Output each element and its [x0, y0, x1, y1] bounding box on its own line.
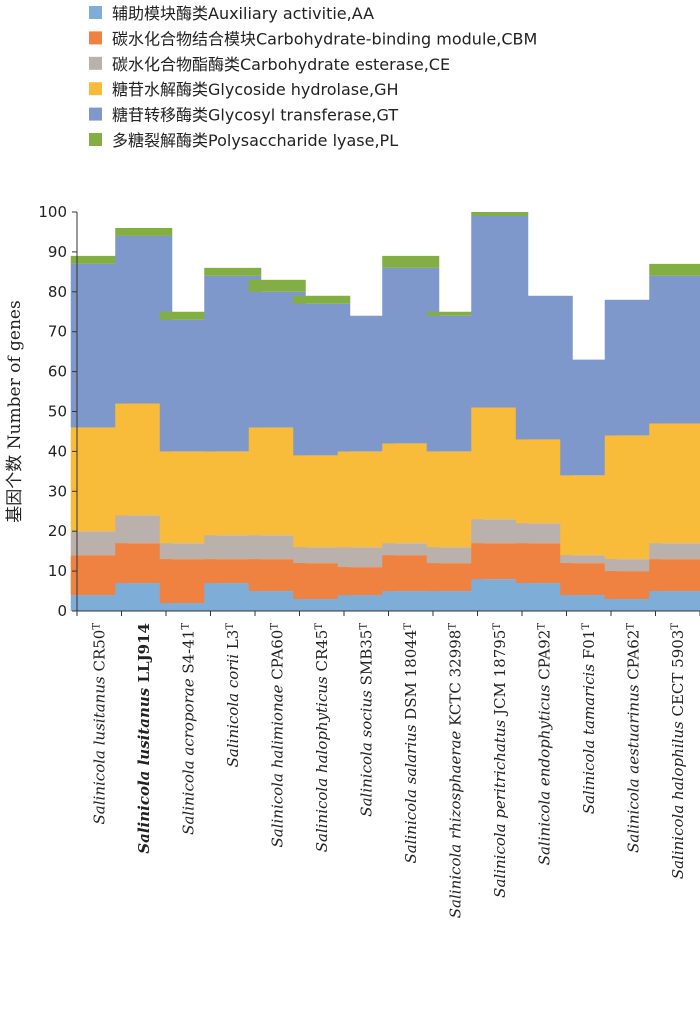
y-axis-ticks: 0 10 20 30 40 50 60 70 80 90 100: [38, 203, 77, 620]
x-category-label: Salinicola halophilus CECT 5903T: [669, 623, 687, 880]
bar-segment: [649, 591, 700, 611]
legend-label: 多糖裂解酶类Polysaccharide lyase,PL: [112, 131, 398, 150]
bar-segment: [604, 599, 662, 611]
x-category-label: Salinicola socius SMB35T: [357, 623, 375, 817]
bar-segment: [426, 591, 484, 611]
bar-segment: [382, 255, 440, 268]
bar-segment: [204, 535, 262, 560]
bar-segment: [471, 212, 529, 216]
legend-label: 碳水化合物酯酶类Carbohydrate esterase,CE: [112, 55, 450, 74]
x-category-label: Salinicola salarius DSM 18044T: [402, 623, 420, 864]
y-tick-label: 90: [48, 243, 67, 261]
legend-swatch: [89, 133, 102, 146]
x-category-label: Salinicola halophyticus CR45T: [313, 623, 331, 853]
bar-segment: [248, 279, 306, 292]
x-category-label: Salinicola acroporae S4-41T: [179, 623, 197, 835]
bar-segment: [649, 559, 700, 592]
x-category-labels: Salinicola lusitanus CR50T Salinicola lus…: [90, 623, 687, 919]
bar-segment: [293, 295, 351, 304]
bar-segment: [337, 595, 395, 611]
bar-segment: [649, 275, 700, 424]
legend-swatch: [89, 31, 102, 45]
y-tick-label: 0: [57, 602, 67, 620]
y-tick-label: 40: [48, 442, 67, 460]
x-category-label: Salinicola endophyticus CPA92T: [535, 623, 553, 866]
legend-label: 糖苷水解酶类Glycoside hydrolase,GH: [112, 80, 399, 99]
x-category-label: Salinicola corii L3T: [224, 623, 242, 768]
bar-segment: [382, 543, 440, 556]
bar-segment: [560, 555, 618, 564]
y-tick-label: 100: [38, 203, 67, 221]
bar-segment: [426, 311, 484, 316]
bar-stack: [649, 263, 700, 611]
bar-segment: [70, 595, 128, 611]
x-category-label: Salinicola peritrichatus JCM 18795T: [491, 623, 509, 898]
bar-segment: [337, 547, 395, 568]
y-tick-label: 10: [48, 562, 67, 580]
plot-area: 0 10 20 30 40 50 60 70 80 90 100: [38, 203, 700, 620]
x-category-label: Salinicola lusitanus CR50T: [90, 623, 108, 825]
legend-swatch: [89, 82, 102, 96]
chart-legend: 辅助模块酶类Auxiliary activitie,AA 碳水化合物结合模块Car…: [89, 4, 537, 150]
y-axis-label: 基因个数 Number of genes: [5, 300, 25, 522]
bar-segment: [248, 591, 306, 611]
bar-segment: [426, 547, 484, 564]
legend-swatch: [89, 6, 102, 19]
bar-segment: [159, 311, 217, 320]
legend-swatch: [89, 56, 102, 70]
x-category-label: Salinicola halimionae CPA60T: [268, 623, 286, 848]
bar-segment: [382, 591, 440, 611]
x-category-label: Salinicola lusitanus LLJ914: [135, 623, 153, 854]
bar-segment: [293, 547, 351, 564]
bar-segment: [604, 559, 662, 572]
x-category-label: Salinicola aestuarinus CPA62T: [624, 623, 642, 853]
legend-label: 糖苷转移酶类Glycosyl transferase,GT: [112, 106, 398, 125]
bar-segment: [293, 599, 351, 611]
y-tick-label: 60: [48, 363, 67, 381]
bar-segment: [70, 255, 128, 264]
legend-label: 辅助模块酶类Auxiliary activitie,AA: [112, 4, 374, 23]
bar-segment: [471, 519, 529, 544]
y-tick-label: 30: [48, 482, 67, 500]
bar-segment: [515, 523, 573, 544]
bar-segment: [560, 595, 618, 611]
bar-segment: [70, 531, 128, 556]
y-tick-label: 20: [48, 522, 67, 540]
y-tick-label: 80: [48, 283, 67, 301]
legend-swatch: [89, 107, 102, 121]
bar-segment: [649, 423, 700, 544]
bar-segment: [649, 543, 700, 560]
bar-segment: [204, 559, 262, 584]
y-tick-label: 70: [48, 323, 67, 341]
bar-segment: [159, 603, 217, 611]
bar-segment: [159, 543, 217, 560]
bar-segment: [248, 535, 306, 560]
x-category-label: Salinicola rhizosphaerae KCTC 32998T: [446, 623, 464, 919]
bar-segment: [649, 263, 700, 276]
bar-segment: [204, 267, 262, 276]
x-axis-ticks: [76, 611, 700, 616]
bar-stacks: [70, 212, 700, 611]
bar-segment: [115, 227, 173, 236]
y-tick-label: 50: [48, 403, 67, 421]
bar-stack: [204, 267, 262, 611]
legend-label: 碳水化合物结合模块Carbohydrate-binding module,CBM: [112, 29, 537, 48]
x-category-label: Salinicola tamaricis F01T: [580, 623, 598, 814]
